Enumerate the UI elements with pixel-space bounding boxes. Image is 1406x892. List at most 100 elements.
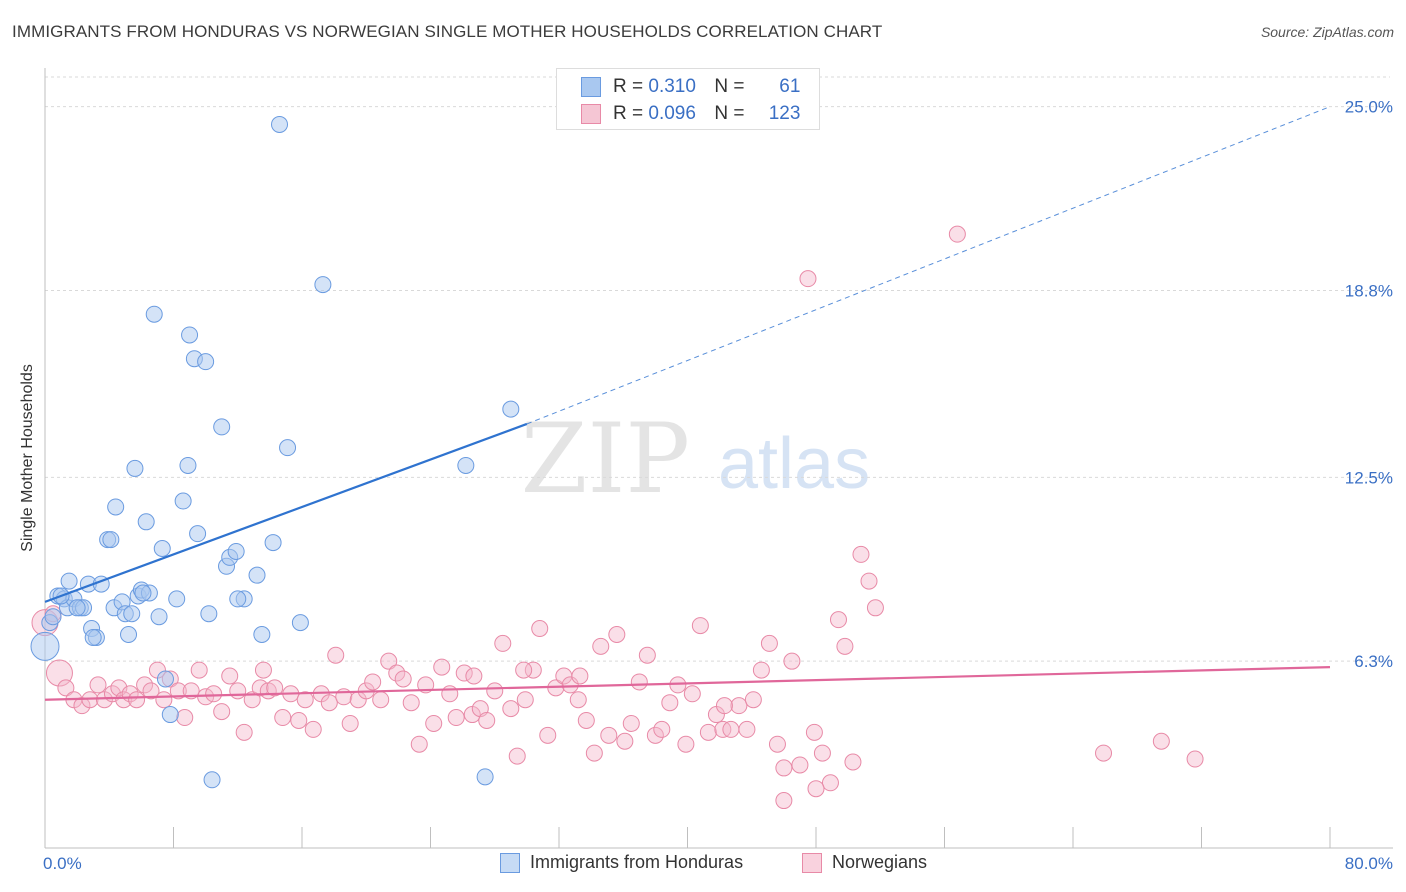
norwegians-point — [515, 661, 533, 679]
legend-swatch-blue — [581, 77, 601, 97]
norwegians-point — [494, 634, 512, 652]
bottom-legend-label-norwegians: Norwegians — [832, 852, 928, 872]
watermark-atlas: atlas — [718, 424, 870, 504]
honduras-point — [153, 539, 171, 557]
norwegians-point — [327, 646, 345, 664]
honduras-point — [253, 625, 271, 643]
norwegians-point — [805, 723, 823, 741]
norwegians-point — [752, 661, 770, 679]
legend-n-label: N = — [714, 103, 745, 124]
norwegians-point — [571, 667, 589, 685]
norwegians-point — [561, 676, 579, 694]
honduras-point — [457, 456, 475, 474]
norwegians-point — [243, 691, 261, 709]
honduras-point — [68, 599, 86, 617]
norwegians-point — [508, 747, 526, 765]
honduras-point — [161, 706, 179, 724]
norwegians-point — [304, 720, 322, 738]
norwegians-point — [569, 691, 587, 709]
norwegians-point — [380, 652, 398, 670]
legend-r-value: 0.310 — [648, 76, 696, 97]
norwegians-point — [169, 682, 187, 700]
honduras-point — [197, 353, 215, 371]
honduras-point — [156, 670, 174, 688]
norwegians-point — [722, 720, 740, 738]
norwegians-point — [608, 625, 626, 643]
norwegians-point — [775, 792, 793, 810]
honduras-point — [126, 459, 144, 477]
norwegians-point — [691, 617, 709, 635]
norwegians-point — [1186, 750, 1204, 768]
bottom-legend-swatch-pink — [802, 852, 822, 873]
norwegians-point — [813, 744, 831, 762]
norwegians-point — [213, 703, 231, 721]
norwegians-point — [465, 667, 483, 685]
norwegians-point — [516, 691, 534, 709]
norwegians-point — [402, 694, 420, 712]
legend-row-honduras: R = 0.310 N = 61 — [581, 74, 800, 100]
norwegians-point — [630, 673, 648, 691]
norwegians-point — [760, 634, 778, 652]
norwegians-point — [433, 658, 451, 676]
norwegians-point — [807, 780, 825, 798]
norwegians-point — [844, 753, 862, 771]
norwegians-point — [791, 756, 809, 774]
honduras-point — [314, 276, 332, 294]
honduras-point — [291, 614, 309, 632]
norwegians-point — [539, 726, 557, 744]
honduras-point — [102, 531, 120, 549]
norwegians-point — [341, 714, 359, 732]
norwegians-point — [176, 709, 194, 727]
norwegians-point — [622, 714, 640, 732]
honduras-point — [248, 566, 266, 584]
norwegians-point — [744, 691, 762, 709]
norwegians-point — [829, 611, 847, 629]
y-tick-label: 12.5% — [1345, 468, 1393, 487]
legend-box: R = 0.310 N = 61 R = 0.096 N = 123 — [556, 68, 820, 130]
norwegians-point — [155, 691, 173, 709]
honduras-point — [271, 115, 289, 133]
norwegians-point — [296, 691, 314, 709]
norwegians-point — [852, 545, 870, 563]
norwegians-point — [372, 691, 390, 709]
norwegians-point — [646, 726, 664, 744]
norwegians-point — [266, 679, 284, 697]
honduras-point — [168, 590, 186, 608]
legend-n-value: 61 — [779, 76, 801, 97]
norwegians-point — [235, 723, 253, 741]
bottom-legend-swatch-blue — [500, 852, 520, 873]
norwegians-point — [653, 720, 671, 738]
norwegians-point — [638, 646, 656, 664]
norwegians-point — [768, 735, 786, 753]
norwegians-point — [948, 225, 966, 243]
norwegians-point — [128, 691, 146, 709]
honduras-point — [189, 525, 207, 543]
norwegians-point — [577, 711, 595, 729]
norwegians-point — [799, 270, 817, 288]
honduras-point — [134, 584, 152, 602]
norwegians-point — [836, 637, 854, 655]
norwegians-point — [783, 652, 801, 670]
norwegians-trend-line — [44, 666, 1331, 701]
bottom-legend-honduras: Immigrants from Honduras — [500, 852, 743, 873]
x-tick-label-min: 0.0% — [43, 854, 82, 873]
honduras-point — [150, 608, 168, 626]
honduras-point — [227, 542, 245, 560]
honduras-point — [30, 631, 60, 661]
honduras-point — [200, 605, 218, 623]
norwegians-point — [115, 691, 133, 709]
honduras-point — [213, 418, 231, 436]
legend-r-label: R = — [613, 103, 644, 124]
legend-swatch-pink — [581, 104, 601, 124]
honduras-point — [123, 605, 141, 623]
honduras-point — [502, 400, 520, 418]
norwegians-point — [274, 709, 292, 727]
norwegians-point — [388, 664, 406, 682]
norwegians-point — [447, 709, 465, 727]
norwegians-point — [57, 679, 75, 697]
norwegians-point — [136, 676, 154, 694]
honduras-point — [120, 625, 138, 643]
norwegians-point — [600, 726, 618, 744]
chart-title: IMMIGRANTS FROM HONDURAS VS NORWEGIAN SI… — [12, 22, 883, 41]
